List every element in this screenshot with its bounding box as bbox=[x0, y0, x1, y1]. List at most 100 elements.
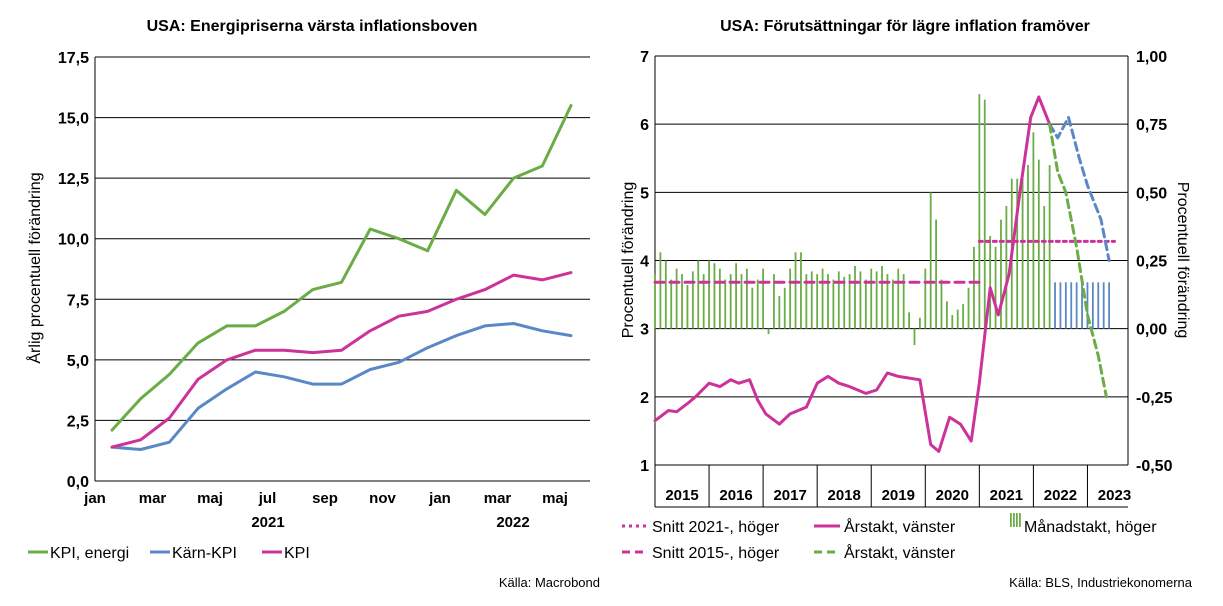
right-monthly-bar bbox=[697, 260, 700, 329]
left-x-tick-label: maj bbox=[542, 490, 568, 507]
right-year-label: 2021 bbox=[990, 487, 1023, 504]
right-legend-label: Snitt 2015-, höger bbox=[652, 545, 780, 562]
right-monthly-bar bbox=[762, 268, 765, 329]
right-monthly-bar bbox=[1016, 178, 1019, 329]
right-year-label: 2018 bbox=[828, 487, 861, 504]
right-monthly-bar bbox=[978, 94, 981, 329]
left-x-tick-label: jan bbox=[83, 490, 106, 507]
right-left-tick-label: 4 bbox=[640, 254, 649, 271]
right-monthly-forecast-bar bbox=[1081, 282, 1083, 329]
right-monthly-bar bbox=[908, 312, 910, 329]
right-monthly-bar bbox=[702, 274, 705, 329]
right-monthly-bar bbox=[821, 268, 824, 329]
left-series-line bbox=[110, 271, 573, 449]
left-series-line bbox=[110, 104, 573, 432]
right-monthly-bar bbox=[751, 287, 754, 329]
right-monthly-bar bbox=[902, 274, 905, 329]
right-monthly-bar bbox=[929, 192, 932, 329]
right-chart-title: USA: Förutsättningar för lägre inflation… bbox=[720, 18, 1090, 35]
right-legend-swatch bbox=[1019, 513, 1021, 527]
right-monthly-bar bbox=[956, 309, 959, 329]
right-monthly-bar bbox=[1027, 165, 1029, 329]
right-monthly-bar bbox=[989, 235, 992, 329]
right-monthly-bar bbox=[1005, 205, 1008, 329]
right-monthly-bar bbox=[891, 279, 894, 329]
left-x-tick-label: jul bbox=[258, 490, 277, 507]
right-monthly-bar bbox=[675, 268, 678, 329]
right-legend-label: Årstakt, vänster bbox=[844, 543, 956, 562]
right-monthly-forecast-bar bbox=[1070, 282, 1073, 329]
right-monthly-bar bbox=[994, 246, 997, 329]
left-y-tick-label: 7,5 bbox=[67, 292, 89, 309]
right-monthly-bar bbox=[745, 268, 748, 329]
right-right-tick-label: 0,00 bbox=[1136, 322, 1167, 339]
right-arstakt-forecast-green bbox=[1048, 122, 1108, 399]
right-legend-swatch bbox=[1013, 513, 1015, 527]
right-monthly-bar bbox=[735, 263, 737, 329]
left-y-tick-label: 10,0 bbox=[58, 232, 89, 249]
right-monthly-forecast-bar bbox=[1064, 282, 1067, 329]
right-monthly-bar bbox=[783, 287, 786, 329]
right-monthly-bar bbox=[940, 279, 943, 329]
right-year-label: 2015 bbox=[665, 487, 698, 504]
right-legend-swatch bbox=[1010, 513, 1012, 527]
right-monthly-bar bbox=[810, 271, 813, 329]
right-monthly-bar bbox=[881, 265, 883, 329]
right-monthly-bar bbox=[664, 260, 667, 329]
right-monthly-bar bbox=[724, 279, 727, 329]
right-left-tick-label: 2 bbox=[640, 390, 649, 407]
right-left-tick-label: 1 bbox=[640, 458, 649, 475]
right-monthly-forecast-bar bbox=[1059, 282, 1062, 329]
right-monthly-bar bbox=[659, 252, 662, 329]
left-x-tick-label: mar bbox=[484, 490, 512, 507]
right-monthly-bar bbox=[886, 274, 889, 329]
right-left-tick-label: 6 bbox=[640, 117, 649, 134]
right-y-axis-title-right: Procentuell förändring bbox=[1174, 182, 1191, 339]
right-monthly-bar bbox=[805, 274, 808, 329]
right-monthly-bar bbox=[778, 295, 781, 329]
right-monthly-bar bbox=[1037, 159, 1040, 329]
right-monthly-bar bbox=[708, 260, 710, 329]
right-monthly-bar bbox=[913, 328, 916, 346]
right-left-tick-label: 5 bbox=[640, 185, 649, 202]
right-monthly-bar bbox=[962, 304, 965, 329]
right-year-label: 2020 bbox=[936, 487, 969, 504]
right-monthly-bar bbox=[875, 271, 878, 329]
left-y-tick-label: 17,5 bbox=[58, 50, 89, 67]
right-right-tick-label: 1,00 bbox=[1136, 49, 1167, 66]
right-monthly-bar bbox=[864, 279, 867, 329]
right-monthly-bar bbox=[827, 274, 829, 329]
right-monthly-bar bbox=[924, 268, 927, 329]
right-monthly-bar bbox=[740, 274, 743, 329]
right-left-tick-label: 3 bbox=[640, 322, 649, 339]
left-y-tick-label: 15,0 bbox=[58, 111, 89, 128]
right-monthly-forecast-bar bbox=[1075, 282, 1078, 329]
right-left-tick-label: 7 bbox=[640, 49, 649, 66]
left-y-axis-title: Årlig procentuell förändring bbox=[25, 172, 44, 363]
right-monthly-bar bbox=[843, 276, 846, 329]
right-monthly-bar bbox=[859, 271, 862, 329]
right-arstakt-forecast-blue bbox=[1048, 115, 1111, 262]
right-monthly-bar bbox=[854, 265, 856, 329]
left-x-tick-label: maj bbox=[197, 490, 223, 507]
left-x-tick-label: nov bbox=[369, 490, 396, 507]
right-legend-label: Månadstakt, höger bbox=[1024, 518, 1157, 536]
left-year-label: 2022 bbox=[496, 514, 529, 531]
right-monthly-forecast-bar bbox=[1097, 282, 1100, 329]
right-year-label: 2016 bbox=[719, 487, 752, 504]
right-monthly-forecast-bar bbox=[1102, 282, 1105, 329]
right-right-tick-label: 0,25 bbox=[1136, 254, 1167, 271]
right-right-tick-label: -0,50 bbox=[1136, 458, 1173, 475]
right-monthly-forecast-bar bbox=[1091, 282, 1094, 329]
left-x-tick-label: mar bbox=[139, 490, 167, 507]
right-monthly-bar bbox=[918, 317, 921, 329]
right-monthly-bar bbox=[729, 274, 732, 329]
right-monthly-bar bbox=[897, 268, 900, 329]
right-legend-label: Snitt 2021-, höger bbox=[652, 519, 780, 536]
right-source: Källa: BLS, Industriekonomerna bbox=[1009, 575, 1193, 590]
right-monthly-bar bbox=[773, 274, 775, 329]
right-year-label: 2019 bbox=[882, 487, 915, 504]
left-legend-label: KPI bbox=[284, 545, 310, 562]
right-monthly-bar bbox=[789, 268, 792, 329]
